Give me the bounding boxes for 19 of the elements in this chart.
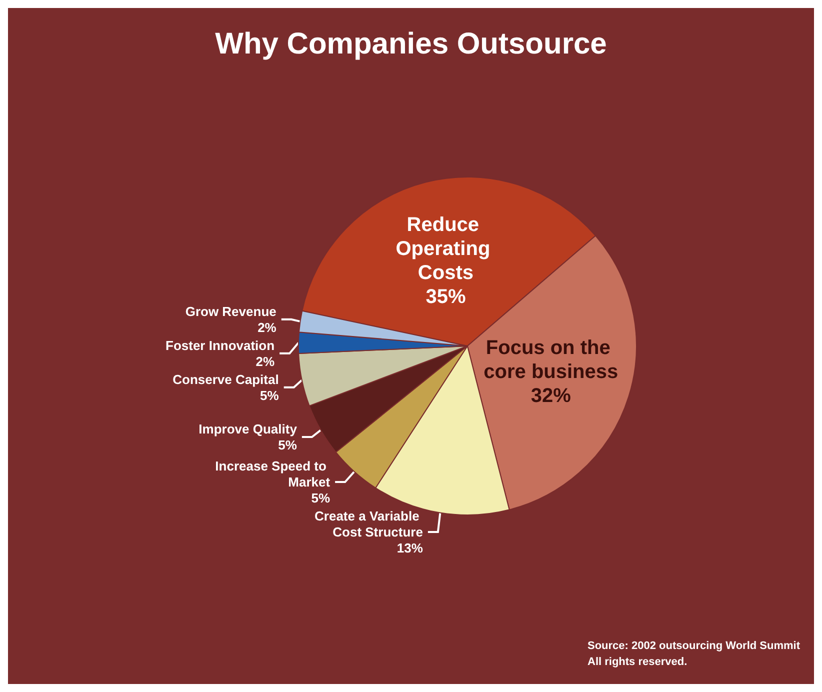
slice-label: Increase Speed to Market	[215, 458, 331, 490]
slice-label: Conserve Capital	[172, 372, 279, 387]
data-label: 13%	[396, 540, 424, 556]
slice-label: Improve Quality	[198, 421, 298, 436]
data-label: 5%	[311, 490, 330, 506]
slice-label: Grow Revenue	[185, 304, 276, 319]
data-label: 2%	[258, 320, 277, 335]
data-label: 5%	[278, 437, 298, 452]
source-note: Source: 2002 outsourcing World Summit	[588, 640, 800, 652]
slice-label: Reduce Operating Costs	[396, 214, 496, 284]
chart-title: Why Companies Outsource	[215, 28, 607, 60]
slice-label: Foster Innovation	[165, 338, 275, 353]
data-label: 32%	[530, 385, 572, 408]
text: All rights reserved.	[588, 656, 688, 668]
slice-label: Focus on the core business	[484, 337, 618, 384]
slice-label: Create a Variable Cost Structure	[314, 508, 423, 540]
data-label: 5%	[260, 388, 280, 403]
data-label: 2%	[256, 354, 275, 369]
data-label: 35%	[426, 286, 466, 308]
